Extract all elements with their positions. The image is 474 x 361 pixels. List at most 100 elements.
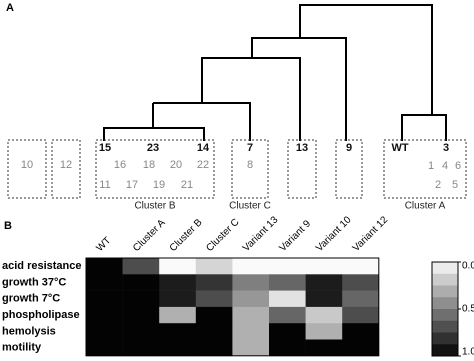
heat-cell bbox=[159, 274, 197, 291]
member: 5 bbox=[452, 179, 458, 191]
heat-cell bbox=[159, 323, 197, 340]
colorbar-step bbox=[432, 344, 458, 357]
colorbar-step bbox=[432, 320, 458, 333]
heat-cell bbox=[195, 258, 233, 275]
heat-cell bbox=[232, 290, 270, 308]
colorbar-step bbox=[432, 309, 458, 322]
colorbar-step bbox=[432, 297, 458, 310]
member: 8 bbox=[247, 159, 253, 171]
member: 19 bbox=[153, 179, 165, 191]
heat-cell bbox=[305, 323, 343, 340]
heat-cell bbox=[232, 258, 270, 275]
leader: 7 bbox=[247, 142, 253, 154]
member: 1 bbox=[428, 160, 434, 172]
heat-cell bbox=[269, 290, 306, 308]
heat-cell bbox=[269, 306, 306, 324]
heat-cell bbox=[195, 323, 233, 340]
heat-cell bbox=[232, 274, 270, 291]
column-label: Variant 10 bbox=[314, 214, 354, 254]
heat-cell bbox=[122, 339, 160, 357]
heat-cell bbox=[86, 323, 123, 340]
heat-cell bbox=[342, 290, 380, 308]
heat-cell bbox=[342, 323, 380, 340]
member: 20 bbox=[170, 159, 182, 171]
column-label: Cluster C bbox=[204, 217, 241, 254]
leader: 13 bbox=[296, 142, 308, 154]
heat-cell bbox=[195, 274, 233, 291]
heat-cell bbox=[269, 274, 306, 291]
heat-cell bbox=[195, 339, 233, 357]
heat-cell bbox=[305, 339, 343, 357]
leader: WT bbox=[391, 142, 408, 154]
colorbar-step bbox=[432, 285, 458, 298]
heat-cell bbox=[342, 258, 380, 275]
member: 21 bbox=[181, 179, 193, 191]
group-boxes bbox=[7, 139, 467, 199]
row-label: motility bbox=[2, 342, 42, 354]
leader: 3 bbox=[443, 142, 449, 154]
leader: 9 bbox=[346, 142, 352, 154]
heat-cell bbox=[159, 339, 197, 357]
row-label: growth 7°C bbox=[2, 293, 60, 305]
heat-cell bbox=[305, 274, 343, 291]
column-label: Cluster A bbox=[131, 217, 168, 254]
heat-cell bbox=[342, 306, 380, 324]
heat-cell bbox=[232, 306, 270, 324]
member: 17 bbox=[126, 179, 138, 191]
heat-cell bbox=[195, 290, 233, 308]
member: 4 bbox=[442, 160, 448, 172]
row-label: growth 37°C bbox=[2, 276, 66, 288]
heat-cell bbox=[342, 339, 380, 357]
heat-cell bbox=[305, 290, 343, 308]
heat-cell bbox=[86, 290, 123, 308]
heatmap-frame bbox=[85, 257, 380, 357]
cluster-label: Cluster C bbox=[229, 201, 271, 212]
heat-cell bbox=[122, 306, 160, 324]
row-label: hemolysis bbox=[2, 325, 56, 337]
column-label: WT bbox=[95, 235, 114, 254]
member: 22 bbox=[197, 159, 209, 171]
heat-cell bbox=[86, 258, 123, 275]
panel-label: A bbox=[6, 2, 14, 14]
member: 2 bbox=[435, 179, 441, 191]
heat-cell bbox=[86, 274, 123, 291]
column-label: Variant 13 bbox=[241, 214, 281, 254]
column-label: Variant 9 bbox=[278, 218, 314, 254]
heat-cell bbox=[86, 339, 123, 357]
colorbar-step bbox=[432, 332, 458, 345]
member: 16 bbox=[114, 159, 126, 171]
colorbar-label: 1.0 bbox=[462, 347, 474, 358]
heat-cell bbox=[305, 306, 343, 324]
member: 6 bbox=[455, 160, 461, 172]
heat-cell bbox=[159, 258, 197, 275]
heat-cell bbox=[305, 258, 343, 275]
heat-cell bbox=[195, 306, 233, 324]
column-label: Cluster B bbox=[168, 217, 205, 254]
column-label: Variant 12 bbox=[351, 214, 391, 254]
cluster-label: Cluster A bbox=[405, 201, 446, 212]
heat-cell bbox=[269, 339, 306, 357]
heat-cell bbox=[342, 274, 380, 291]
colorbar-step bbox=[432, 273, 458, 286]
colorbar-label: 0.5 bbox=[462, 304, 474, 315]
heat-cell bbox=[86, 306, 123, 324]
colorbar-step bbox=[432, 262, 458, 275]
heat-cell bbox=[269, 258, 306, 275]
heat-cell bbox=[269, 323, 306, 340]
member: 12 bbox=[60, 159, 72, 171]
panel-label: B bbox=[4, 220, 12, 232]
heat-cell bbox=[232, 339, 270, 357]
leader: 23 bbox=[147, 142, 159, 154]
row-label: phospholipase bbox=[2, 309, 80, 321]
member: 18 bbox=[143, 159, 155, 171]
heat-cell bbox=[159, 290, 197, 308]
heat-cell bbox=[159, 306, 197, 324]
heat-cell bbox=[122, 258, 160, 275]
dendrogram-tree bbox=[103, 4, 447, 141]
heat-cell bbox=[122, 290, 160, 308]
row-label: acid resistance bbox=[2, 260, 82, 272]
heat-cell bbox=[122, 274, 160, 291]
leader: 14 bbox=[197, 142, 210, 154]
